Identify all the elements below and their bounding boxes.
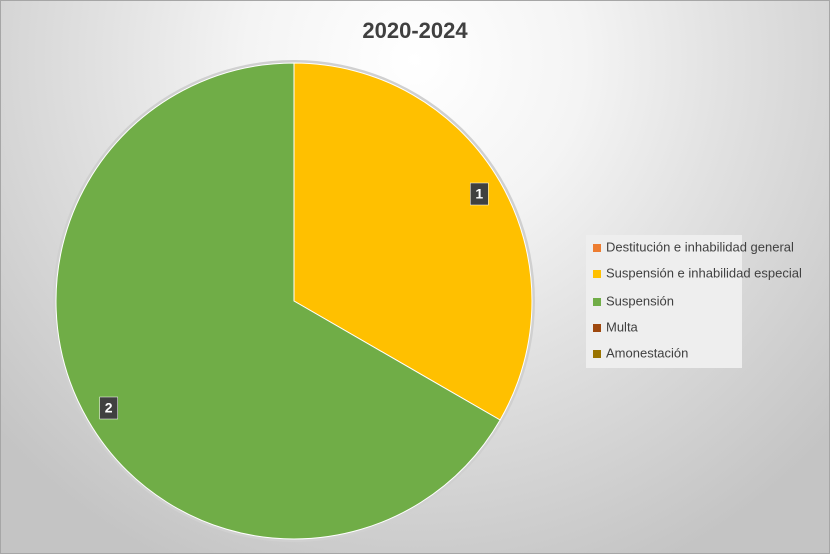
legend-swatch (593, 350, 601, 358)
legend-swatch (593, 324, 601, 332)
pie-slice (55, 62, 501, 540)
legend-label: Suspensión (606, 293, 674, 308)
legend-label: Amonestación (606, 345, 688, 360)
legend-swatch (593, 298, 601, 306)
legend-swatch (593, 270, 601, 278)
legend-box (586, 235, 742, 368)
legend-label: Multa (606, 319, 639, 334)
legend-label: Suspensión e inhabilidad especial (606, 265, 802, 280)
chart-title: 2020-2024 (362, 18, 468, 43)
data-label-box (99, 396, 118, 420)
pie-slice (293, 62, 533, 421)
pie: 12 (55, 62, 533, 540)
data-label-box (470, 182, 489, 206)
data-label: 1 (475, 186, 483, 202)
legend: Destitución e inhabilidad general Suspens… (593, 239, 802, 360)
legend-label: Destitución e inhabilidad general (606, 239, 794, 254)
legend-swatch (593, 244, 601, 252)
data-label: 2 (105, 400, 113, 416)
